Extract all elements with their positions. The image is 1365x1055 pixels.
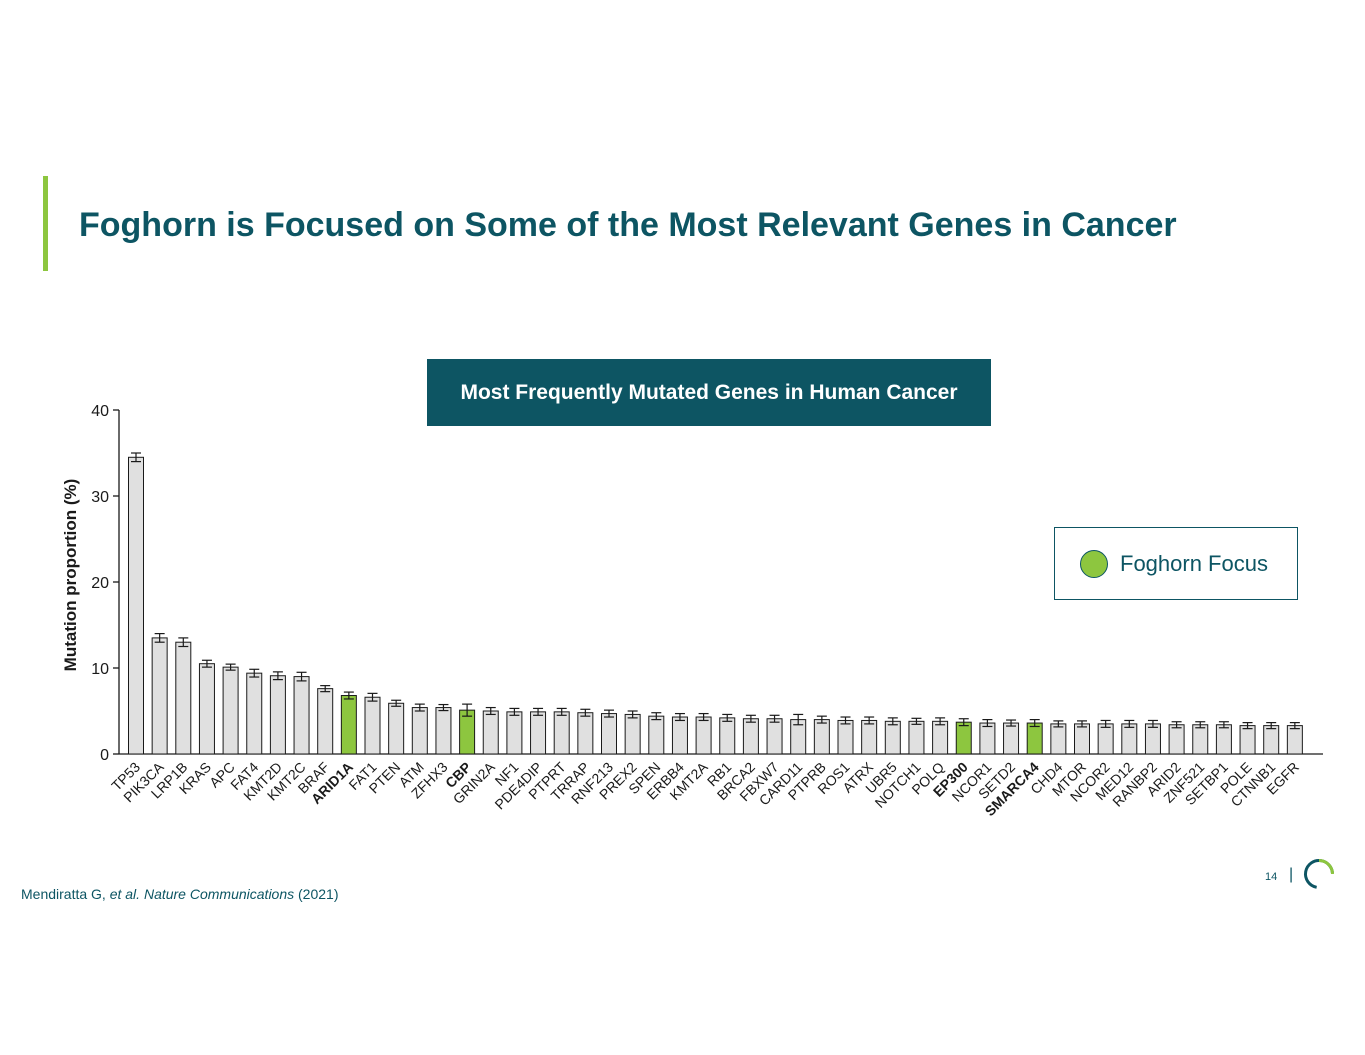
bar-ptprt	[553, 711, 570, 755]
citation-year: (2021)	[294, 886, 339, 902]
bar-spen	[648, 715, 665, 755]
bar-kmt2d	[269, 675, 286, 755]
legend-swatch-green	[1080, 549, 1108, 578]
bar-kras	[198, 663, 215, 755]
page-separator: |	[1289, 866, 1294, 883]
bar-brca2	[742, 718, 759, 755]
bar-ptprb	[813, 719, 830, 755]
bar-setd2	[1003, 722, 1020, 755]
bar-mtor	[1074, 723, 1090, 755]
legend-label: Foghorn Focus	[1120, 550, 1268, 576]
bar-setbp1	[1215, 724, 1232, 755]
y-tick-label: 0	[100, 747, 109, 764]
citation-journal: Nature Communications	[140, 886, 295, 902]
y-tick-label: 40	[91, 403, 109, 420]
bar-fat1	[364, 696, 381, 755]
bar-ros1	[837, 719, 854, 755]
bar-arid2	[1168, 724, 1185, 755]
bar-prex2	[624, 713, 641, 755]
page-title: Foghorn is Focused on Some of the Most R…	[79, 206, 1177, 244]
bar-pole	[1239, 725, 1256, 755]
title-accent-bar	[43, 176, 48, 271]
bar-ncor1	[979, 722, 996, 755]
bar-polq	[932, 720, 949, 755]
bar-fbxw7	[766, 718, 783, 755]
legend: Foghorn Focus	[1054, 527, 1298, 600]
bar-braf	[317, 688, 334, 755]
bar-pik3ca	[151, 637, 168, 755]
bar-atrx	[861, 719, 878, 755]
bar-chd4	[1050, 723, 1067, 755]
bar-grin2a	[482, 710, 499, 755]
bar-ubr5	[884, 720, 901, 755]
bar-egfr	[1286, 725, 1303, 755]
page-number: 14	[1265, 871, 1278, 883]
bar-smarca4	[1026, 722, 1043, 755]
bar-kmt2c	[293, 676, 310, 755]
chart-title-banner: Most Frequently Mutated Genes in Human C…	[427, 359, 991, 426]
bar-notch1	[908, 720, 925, 755]
bar-tp53	[128, 456, 144, 755]
bar-lrp1b	[175, 641, 192, 755]
citation: Mendiratta G, et al. Nature Communicatio…	[21, 886, 338, 902]
foghorn-logo-icon	[1304, 859, 1334, 889]
y-tick-label: 10	[91, 661, 109, 678]
bar-apc	[222, 666, 239, 755]
citation-author: Mendiratta G,	[21, 886, 110, 902]
bar-nf1	[506, 711, 523, 755]
bar-pde4dip	[530, 711, 547, 755]
bar-pten	[388, 702, 405, 755]
bar-erbb4	[671, 716, 688, 755]
bar-fat4	[246, 672, 263, 755]
y-tick-label: 30	[91, 489, 109, 506]
bar-znf521	[1192, 724, 1209, 755]
bar-atm	[411, 707, 428, 755]
bar-kmt2a	[695, 716, 712, 755]
bar-rnf213	[601, 713, 617, 755]
bar-ctnnb1	[1263, 725, 1280, 755]
y-axis-label: Mutation proportion (%)	[61, 479, 80, 672]
bar-trrap	[577, 712, 594, 755]
bar-ranbp2	[1144, 723, 1161, 755]
bar-arid1a	[340, 695, 357, 755]
citation-etal: et al.	[109, 886, 141, 902]
bar-rb1	[719, 717, 736, 755]
bar-med12	[1121, 723, 1138, 755]
y-tick-label: 20	[91, 575, 109, 592]
bar-ep300	[955, 721, 972, 755]
bar-zfhx3	[435, 707, 452, 755]
bar-ncor2	[1097, 723, 1114, 755]
